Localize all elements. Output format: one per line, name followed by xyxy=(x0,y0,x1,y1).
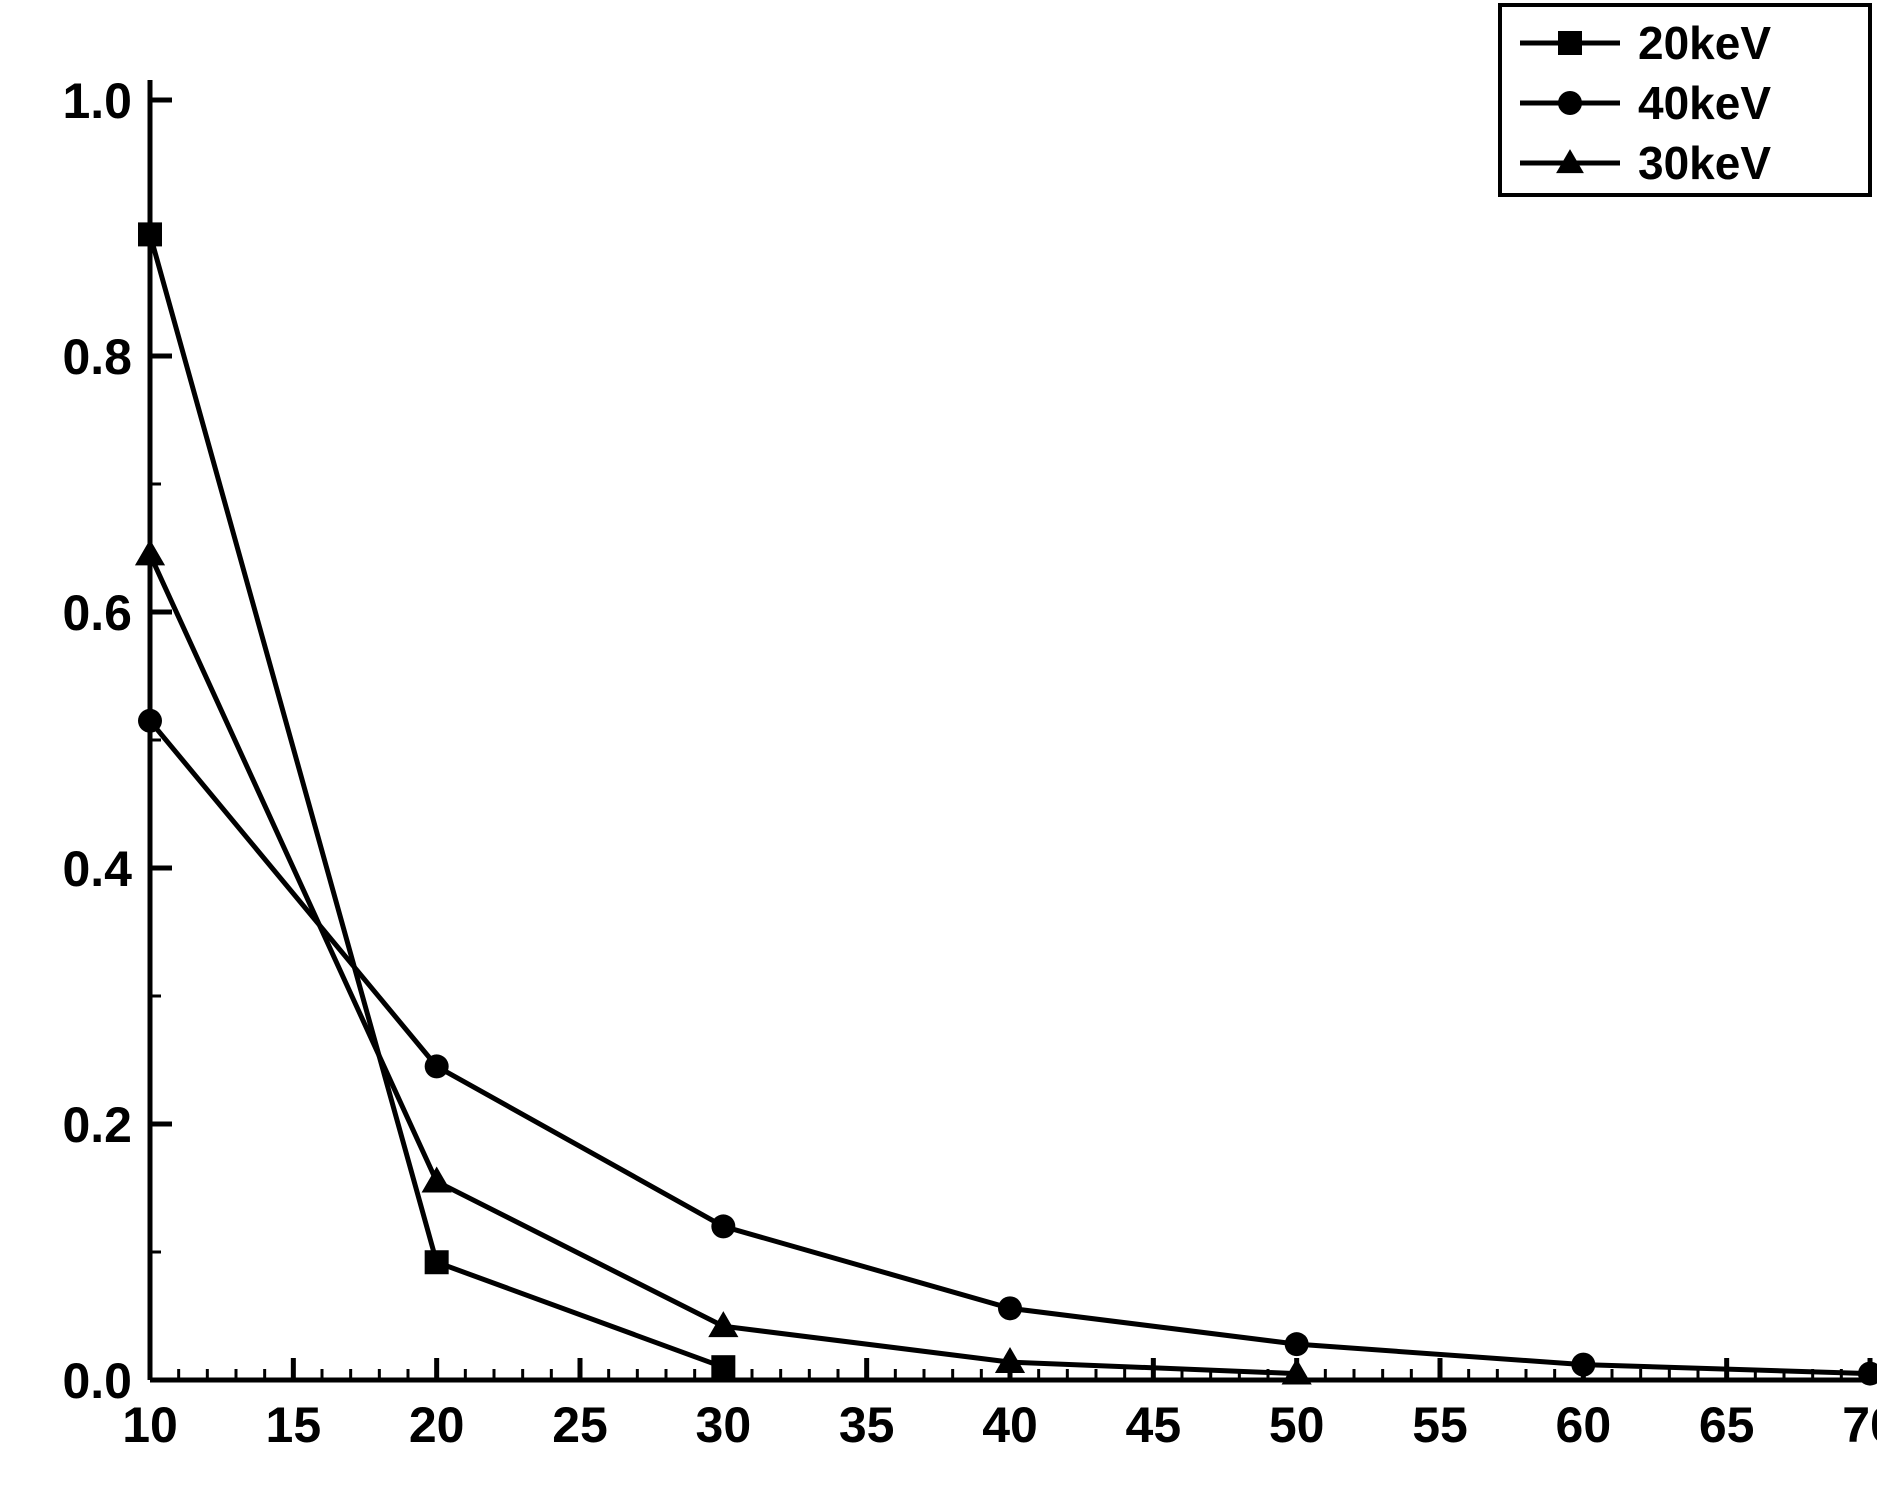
x-tick-label: 25 xyxy=(552,1397,608,1453)
y-tick-label: 0.2 xyxy=(62,1097,132,1153)
y-tick-label: 0.8 xyxy=(62,329,132,385)
x-tick-label: 45 xyxy=(1126,1397,1182,1453)
legend-label: 20keV xyxy=(1638,17,1771,69)
circle-marker-icon xyxy=(1285,1332,1309,1356)
legend-label: 30keV xyxy=(1638,137,1771,189)
x-tick-label: 15 xyxy=(266,1397,322,1453)
x-tick-label: 35 xyxy=(839,1397,895,1453)
square-marker-icon xyxy=(138,222,162,246)
square-marker-icon xyxy=(711,1355,735,1379)
circle-marker-icon xyxy=(425,1054,449,1078)
legend-label: 40keV xyxy=(1638,77,1771,129)
x-tick-label: 20 xyxy=(409,1397,465,1453)
circle-marker-icon xyxy=(998,1296,1022,1320)
x-tick-label: 40 xyxy=(982,1397,1038,1453)
square-marker-icon xyxy=(1558,31,1582,55)
y-tick-label: 0.4 xyxy=(62,841,132,897)
circle-marker-icon xyxy=(1558,91,1582,115)
x-tick-label: 50 xyxy=(1269,1397,1325,1453)
circle-marker-icon xyxy=(1571,1353,1595,1377)
x-tick-label: 30 xyxy=(696,1397,752,1453)
y-tick-label: 0.0 xyxy=(62,1353,132,1409)
x-tick-label: 65 xyxy=(1699,1397,1755,1453)
circle-marker-icon xyxy=(138,709,162,733)
chart-svg: 101520253035404550556065700.00.20.40.60.… xyxy=(0,0,1877,1505)
legend: 20keV 40keV 30keV xyxy=(1500,5,1870,195)
square-marker-icon xyxy=(425,1250,449,1274)
circle-marker-icon xyxy=(711,1214,735,1238)
x-tick-label: 55 xyxy=(1412,1397,1468,1453)
y-tick-label: 0.6 xyxy=(62,585,132,641)
y-tick-label: 1.0 xyxy=(62,73,132,129)
x-tick-label: 60 xyxy=(1556,1397,1612,1453)
line-chart: 101520253035404550556065700.00.20.40.60.… xyxy=(0,0,1877,1505)
x-tick-label: 70 xyxy=(1842,1397,1877,1453)
